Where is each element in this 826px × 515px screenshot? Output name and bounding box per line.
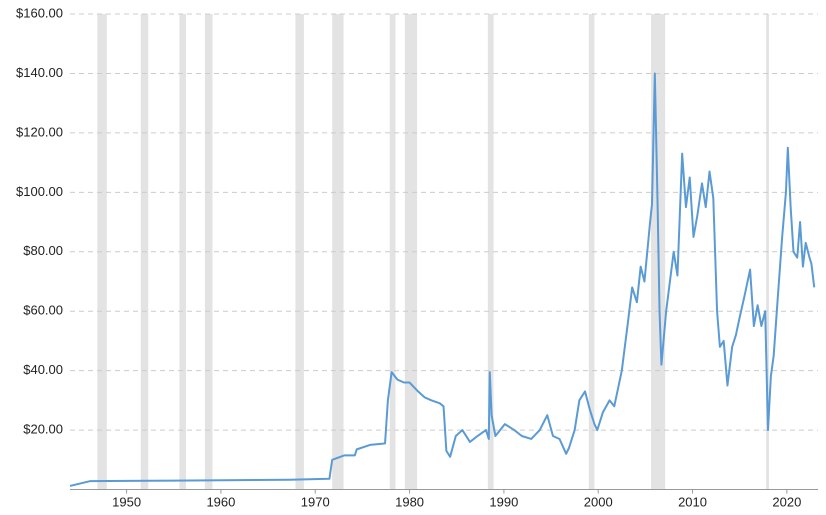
recession-band: [487, 14, 494, 490]
y-tick-label: $40.00: [23, 362, 63, 377]
y-tick-label: $80.00: [23, 243, 63, 258]
x-tick-label: 1960: [206, 494, 235, 509]
y-tick-label: $120.00: [16, 124, 63, 139]
y-tick-label: $140.00: [16, 65, 63, 80]
recession-band: [332, 14, 344, 490]
x-tick-label: 1980: [395, 494, 424, 509]
x-tick-label: 2020: [772, 494, 801, 509]
y-tick-label: $160.00: [16, 5, 63, 20]
recession-band: [588, 14, 595, 490]
recession-band: [97, 14, 107, 490]
y-tick-label: $60.00: [23, 303, 63, 318]
x-tick-label: 2000: [584, 494, 613, 509]
x-tick-label: 1990: [489, 494, 518, 509]
y-tick-label: $100.00: [16, 184, 63, 199]
recession-band: [389, 14, 396, 490]
x-tick-label: 1950: [112, 494, 141, 509]
y-tick-label: $20.00: [23, 422, 63, 437]
x-tick-label: 2010: [678, 494, 707, 509]
x-tick-label: 1970: [301, 494, 330, 509]
price-line: [69, 72, 816, 487]
